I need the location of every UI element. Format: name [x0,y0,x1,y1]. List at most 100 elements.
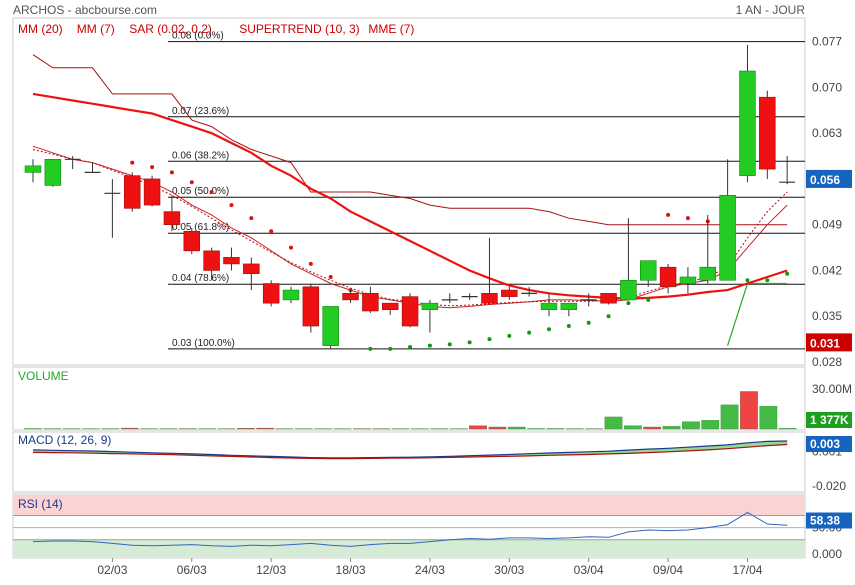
candle-body [204,251,220,271]
sar-point [190,180,194,184]
fibonacci-label: 0.07 (23.6%) [172,106,229,117]
candle-body [25,166,41,173]
sar-point [428,344,432,348]
candle-body [422,303,438,310]
macd-title: MACD (12, 26, 9) [18,433,111,447]
sar-point [487,337,491,341]
rsi-overbought-zone [14,495,804,515]
sar-point [745,278,749,282]
macd-last-label: 0.003 [810,437,840,451]
volume-bar [237,428,254,429]
sar-point [448,342,452,346]
candle-body [700,267,716,280]
candle-body [620,280,636,300]
fibonacci-label: 0.05 (61.8%) [172,222,229,233]
volume-bar [779,428,796,429]
x-tick-label: 12/03 [256,563,286,577]
sar-point [368,347,372,351]
volume-bar [527,428,544,429]
candle-body [501,290,517,297]
rsi-oversold-zone [14,540,804,557]
volume-bar [469,426,486,429]
price-tick-label: 0.042 [812,263,842,277]
volume-bar [508,427,525,429]
candle-body [343,293,359,300]
sar-point [329,275,333,279]
volume-bar [624,426,641,429]
candle-body [382,303,398,310]
last-price-label: 0.056 [810,173,840,187]
rsi-tick-label: 0.000 [812,547,842,561]
x-tick-label: 09/04 [653,563,683,577]
x-tick-label: 18/03 [336,563,366,577]
sar-point [686,216,690,220]
candle-body [243,264,259,274]
x-tick-label: 24/03 [415,563,445,577]
volume-bar [605,417,622,429]
price-tick-label: 0.049 [812,218,842,232]
candle-body [124,176,140,209]
last-ma-label: 0.031 [810,336,840,350]
x-tick-label: 02/03 [97,563,127,577]
sar-point [229,203,233,207]
period-label: 1 AN - JOUR [736,3,806,17]
fibonacci-label: 0.06 (38.2%) [172,150,229,161]
legend-entry: SAR (0.02, 0.2) [129,22,212,36]
x-tick-label: 30/03 [494,563,524,577]
sar-point [170,170,174,174]
sar-point [785,272,789,276]
volume-bar [663,426,680,429]
candle-body [660,267,676,287]
sar-point [289,246,293,250]
rsi-last-label: 58.38 [810,514,840,528]
sar-point [507,334,511,338]
candle-body [164,212,180,225]
candle-body [541,303,557,310]
volume-tick-label: 30.00M [812,382,852,396]
candle-body [402,297,418,326]
candle-body [601,293,617,303]
sar-point [626,301,630,305]
candle-body [323,306,339,345]
sar-point [130,161,134,165]
candle-body [303,287,319,326]
volume-bar [721,405,738,429]
sar-point [587,321,591,325]
sar-point [765,278,769,282]
macd-tick-label: -0.020 [812,479,846,493]
legend-entry: SUPERTREND (10, 3) [239,22,359,36]
sar-point [269,229,273,233]
x-tick-label: 17/04 [732,563,762,577]
candle-body [640,261,656,281]
volume-bar [682,422,699,429]
candle-body [740,71,756,176]
volume-bar [760,406,777,429]
volume-bar [740,391,757,429]
price-tick-label: 0.063 [812,126,842,140]
volume-title: VOLUME [18,369,69,383]
panel-frame [13,432,805,492]
sar-point [666,213,670,217]
candle-body [561,303,577,310]
candle-body [759,97,775,169]
candle-body [283,290,299,300]
volume-bar [643,427,660,429]
sar-point [249,216,253,220]
rsi-title: RSI (14) [18,497,63,511]
sar-point [150,165,154,169]
sar-point [527,331,531,335]
volume-bar [702,420,719,429]
price-tick-label: 0.077 [812,35,842,49]
candle-body [224,257,240,264]
fibonacci-label: 0.04 (78.6%) [172,273,229,284]
candle-body [482,293,498,303]
chart-title: ARCHOS - abcbourse.com [13,3,157,17]
x-tick-label: 06/03 [177,563,207,577]
price-tick-label: 0.028 [812,355,842,369]
candle-body [184,231,200,251]
sar-point [607,314,611,318]
legend-entry: MM (20) [18,22,63,36]
sar-point [646,298,650,302]
sar-point [388,347,392,351]
